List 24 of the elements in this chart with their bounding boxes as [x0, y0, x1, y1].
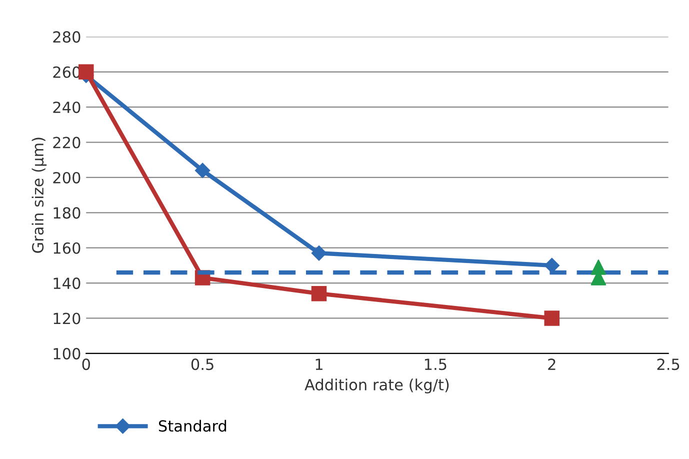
- y-tick-label: 120: [54, 312, 80, 324]
- point: [311, 286, 327, 302]
- y-tick-label: 100: [54, 348, 80, 360]
- x-tick-label: 0: [82, 358, 90, 370]
- x-tick-label: 1.5: [424, 358, 446, 370]
- y-axis-title: Grain size (µm): [32, 138, 47, 253]
- x-axis-title: Addition rate (kg/t): [304, 378, 449, 394]
- y-tick-label: 240: [53, 102, 80, 114]
- point: [311, 246, 327, 261]
- point: [544, 310, 560, 326]
- legend-label: Standard: [158, 420, 226, 432]
- point: [544, 258, 560, 274]
- x-tick-label: 2.5: [657, 358, 680, 370]
- y-tick-label: 280: [53, 31, 80, 43]
- y-tick-label: 220: [53, 136, 80, 148]
- y-tick-label: 200: [53, 172, 80, 184]
- x-tick-label: 2: [548, 358, 556, 370]
- x-tick-label: 0.5: [191, 358, 214, 370]
- x-tick-label: 1: [316, 358, 322, 370]
- point: [194, 162, 210, 178]
- y-tick-label: 180: [54, 207, 80, 219]
- point: [78, 64, 94, 80]
- y-tick-label: 160: [54, 242, 80, 254]
- y-tick-label: 140: [54, 278, 80, 290]
